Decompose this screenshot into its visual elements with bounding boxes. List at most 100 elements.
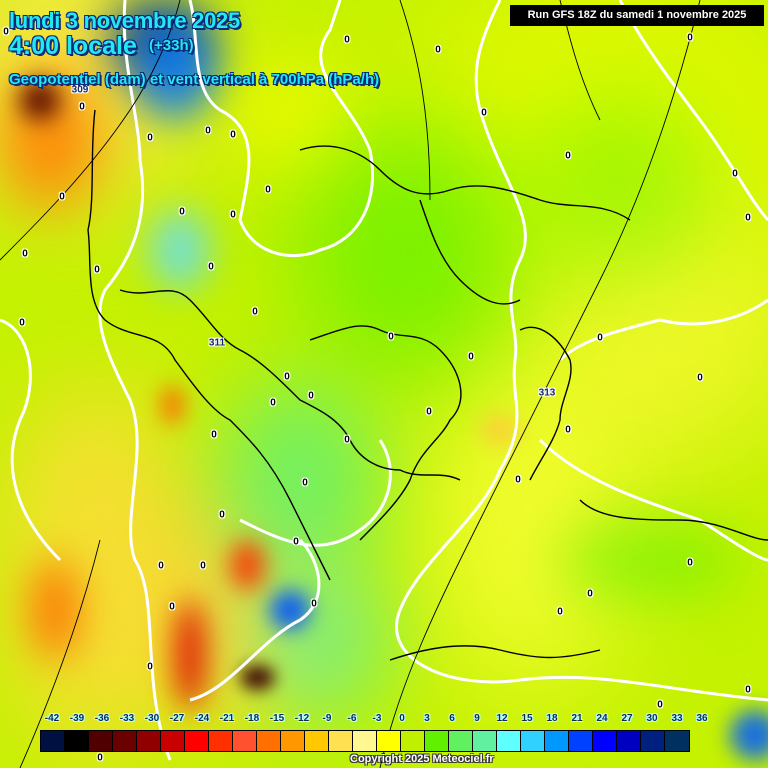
zero-contour-label: 0 [657, 699, 663, 711]
zero-contour-label: 0 [426, 406, 432, 418]
zero-contour-label: 0 [147, 132, 153, 144]
legend-swatch [137, 731, 161, 751]
geopotential-label: 313 [538, 387, 556, 399]
meridians [0, 0, 701, 768]
legend-swatch [281, 731, 305, 751]
field-patch [135, 20, 215, 120]
field-patch [175, 600, 205, 710]
legend-tick: -9 [322, 713, 332, 724]
field-patch [270, 590, 310, 630]
coastlines [87, 109, 768, 661]
legend-swatch [257, 731, 281, 751]
legend-tick: -42 [44, 713, 60, 724]
legend-swatch [65, 731, 89, 751]
zero-contour-label: 0 [205, 125, 211, 137]
zero-contour-label: 0 [565, 424, 571, 436]
zero-contour-label: 0 [481, 107, 487, 119]
legend-swatch [113, 731, 137, 751]
legend-tick: 30 [646, 713, 658, 724]
field-patch [430, 340, 630, 700]
legend-swatch [233, 731, 257, 751]
zero-contour-label: 0 [557, 606, 563, 618]
field-patch [230, 540, 265, 590]
zero-contour-label: 0 [208, 261, 214, 273]
legend-tick: -30 [144, 713, 160, 724]
legend-swatch [185, 731, 209, 751]
field-patch [240, 665, 275, 690]
legend-swatch [41, 731, 65, 751]
legend-tick: 0 [399, 713, 405, 724]
legend-swatch [545, 731, 569, 751]
color-legend [40, 730, 690, 752]
legend-tick: 24 [596, 713, 608, 724]
forecast-time: 4:00 locale [9, 32, 137, 60]
legend-swatch [329, 731, 353, 751]
legend-swatch [569, 731, 593, 751]
zero-contour-label: 0 [230, 209, 236, 221]
zero-contour-label: 0 [265, 184, 271, 196]
zero-contour-label: 0 [79, 101, 85, 113]
forecast-date: lundi 3 novembre 2025 [9, 8, 240, 33]
legend-swatch [209, 731, 233, 751]
legend-tick: 18 [546, 713, 558, 724]
legend-tick: 21 [571, 713, 583, 724]
zero-contour-label: 0 [515, 474, 521, 486]
legend-tick: -12 [294, 713, 310, 724]
lead-time: (+33h) [149, 37, 194, 54]
geopotential-label: 309 [71, 84, 89, 96]
legend-tick: -27 [169, 713, 185, 724]
zero-contour-label: 0 [745, 684, 751, 696]
legend-tick: 6 [449, 713, 455, 724]
zero-contour-label: 0 [308, 390, 314, 402]
legend-swatch [305, 731, 329, 751]
zero-contour-label: 0 [293, 536, 299, 548]
zero-contour-label: 0 [211, 429, 217, 441]
zero-contour-label: 0 [311, 598, 317, 610]
zero-contour-label: 0 [565, 150, 571, 162]
zero-contour-label: 0 [388, 331, 394, 343]
zero-contour-label: 0 [3, 26, 9, 38]
zero-contour-label: 0 [732, 168, 738, 180]
legend-swatch [89, 731, 113, 751]
legend-swatch [665, 731, 689, 751]
legend-tick: -36 [94, 713, 110, 724]
zero-contour-label: 0 [302, 477, 308, 489]
legend-tick: -33 [119, 713, 135, 724]
field-patch [30, 560, 80, 660]
legend-tick: 3 [424, 713, 430, 724]
legend-tick: 12 [496, 713, 508, 724]
field-patch [20, 80, 60, 120]
zero-contour-label: 0 [687, 557, 693, 569]
zero-contour-label: 0 [147, 661, 153, 673]
zero-contour-label: 0 [697, 372, 703, 384]
legend-tick: -39 [69, 713, 85, 724]
zero-contour-label: 0 [344, 34, 350, 46]
field-patch [730, 710, 768, 760]
legend-tick: 36 [696, 713, 708, 724]
copyright: Copyright 2025 Meteociel.fr [350, 753, 494, 765]
legend-tick: -21 [219, 713, 235, 724]
zero-contour-label: 0 [230, 129, 236, 141]
legend-tick: -24 [194, 713, 210, 724]
legend-swatch [161, 731, 185, 751]
legend-swatch [641, 731, 665, 751]
legend-tick: -15 [269, 713, 285, 724]
zero-contour-label: 0 [270, 397, 276, 409]
zero-contour-label: 0 [22, 248, 28, 260]
legend-tick: -18 [244, 713, 260, 724]
zero-contour-label: 0 [687, 32, 693, 44]
legend-swatch [401, 731, 425, 751]
zero-contour-label: 0 [158, 560, 164, 572]
zero-contour-label: 0 [19, 317, 25, 329]
field-patch [150, 210, 210, 290]
legend-tick: 33 [671, 713, 683, 724]
zero-contour-label: 0 [59, 191, 65, 203]
legend-tick: -3 [372, 713, 382, 724]
zero-contour-label: 0 [435, 44, 441, 56]
zero-contour-label: 0 [468, 351, 474, 363]
field-patch [560, 520, 740, 600]
field-patch [160, 385, 185, 425]
